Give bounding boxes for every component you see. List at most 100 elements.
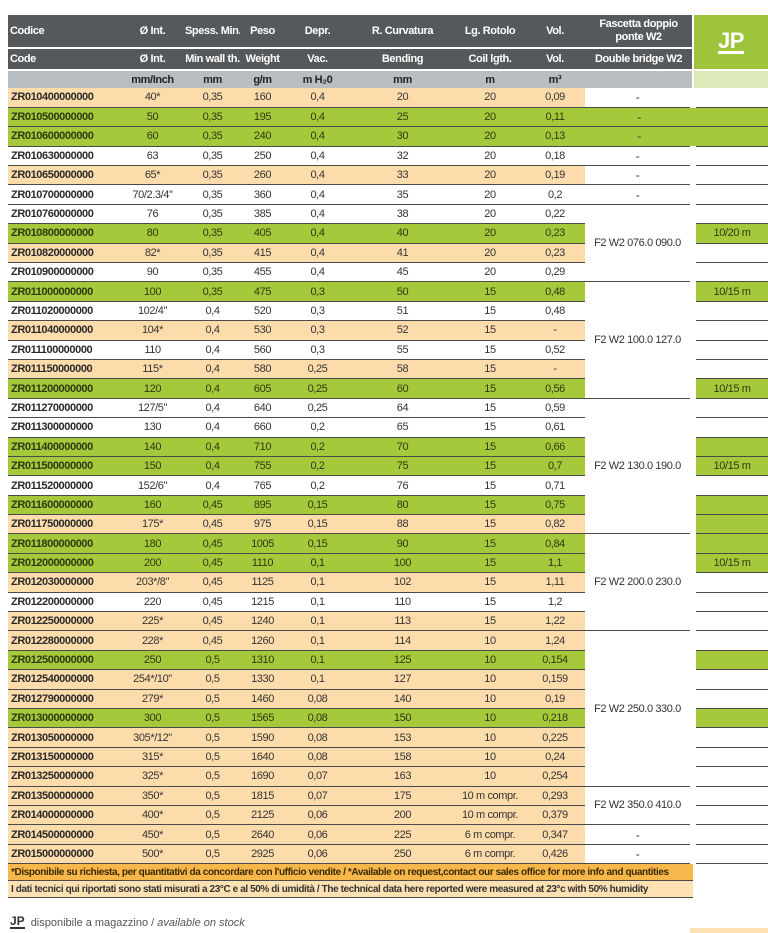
unit: m bbox=[455, 69, 525, 88]
cell-diameter: 102/4" bbox=[120, 301, 185, 322]
cell-jp-stock bbox=[690, 495, 768, 516]
cell-bending: 32 bbox=[350, 146, 455, 167]
cell-weight: 360 bbox=[240, 184, 285, 205]
cell-jp-stock: 10/15 m bbox=[690, 281, 768, 302]
cell-bending: 51 bbox=[350, 301, 455, 322]
cell-weight: 640 bbox=[240, 398, 285, 419]
cell-vacuum: 0,15 bbox=[285, 495, 350, 516]
col-header: Depr. bbox=[285, 15, 350, 48]
cell-code: ZR012790000000 bbox=[8, 689, 120, 710]
cell-code: ZR011100000000 bbox=[8, 340, 120, 360]
cell-diameter: 140 bbox=[120, 437, 185, 457]
cell-weight: 2640 bbox=[240, 824, 285, 845]
table-row: ZR011040000000 104* 0,4 530 0,3 52 15- bbox=[8, 320, 768, 341]
cell-weight: 1125 bbox=[240, 572, 285, 593]
cell-jp-stock bbox=[690, 533, 768, 554]
cell-volume: 0,19 bbox=[525, 165, 585, 186]
cell-code: ZR014500000000 bbox=[8, 824, 120, 845]
cell-code: ZR010800000000 bbox=[8, 223, 120, 244]
cell-vacuum: 0,07 bbox=[285, 766, 350, 787]
cell-code: ZR013500000000 bbox=[8, 786, 120, 806]
cell-coil: 10 bbox=[455, 747, 525, 768]
cell-volume: 0,19 bbox=[525, 689, 585, 710]
cell-volume: 0,18 bbox=[525, 146, 585, 167]
cell-weight: 895 bbox=[240, 495, 285, 516]
cell-diameter: 175* bbox=[120, 514, 185, 535]
cell-coil: 10 bbox=[455, 766, 525, 787]
unit: g/m bbox=[240, 69, 285, 88]
cell-coil: 15 bbox=[455, 437, 525, 457]
cell-wall: 0,45 bbox=[185, 533, 240, 554]
cell-weight: 710 bbox=[240, 437, 285, 457]
cell-bending: 125 bbox=[350, 650, 455, 671]
legend: JP disponibile a magazzino / available o… bbox=[10, 915, 245, 929]
cell-wall: 0,5 bbox=[185, 689, 240, 710]
cell-wall: 0,45 bbox=[185, 495, 240, 516]
cell-coil: 20 bbox=[455, 107, 525, 128]
unit bbox=[585, 69, 693, 88]
cell-bending: 30 bbox=[350, 126, 455, 147]
cell-volume: 0,13 bbox=[525, 126, 585, 147]
cell-vacuum: 0,1 bbox=[285, 553, 350, 574]
col-header: Vol. bbox=[525, 15, 585, 48]
cell-diameter: 279* bbox=[120, 689, 185, 710]
cell-bending: 38 bbox=[350, 204, 455, 225]
cell-volume: 0,218 bbox=[525, 708, 585, 729]
cell-bending: 76 bbox=[350, 475, 455, 496]
jp-logo: JP bbox=[692, 15, 768, 70]
cell-code: ZR012030000000 bbox=[8, 572, 120, 593]
cell-wall: 0,35 bbox=[185, 281, 240, 302]
col-header: Double bridge W2 bbox=[585, 47, 693, 70]
cell-weight: 1260 bbox=[240, 630, 285, 651]
cell-weight: 1110 bbox=[240, 553, 285, 574]
cell-diameter: 180 bbox=[120, 533, 185, 554]
cell-diameter: 228* bbox=[120, 630, 185, 651]
cell-wall: 0,5 bbox=[185, 824, 240, 845]
note-on-request: *Disponibile su richiesta, per quantitat… bbox=[8, 863, 693, 882]
cell-code: ZR011200000000 bbox=[8, 378, 120, 399]
col-header: Peso bbox=[240, 15, 285, 48]
cell-wall: 0,35 bbox=[185, 223, 240, 244]
cell-vacuum: 0,08 bbox=[285, 727, 350, 748]
cell-weight: 1310 bbox=[240, 650, 285, 671]
cell-weight: 475 bbox=[240, 281, 285, 302]
table-row: ZR010500000000 50 0,35 195 0,4 25 20 0,11- bbox=[8, 107, 768, 128]
cell-diameter: 200 bbox=[120, 553, 185, 574]
table-row: ZR012790000000 279* 0,5 1460 0,08 140 10 0,19 bbox=[8, 689, 768, 710]
note-spacer bbox=[693, 881, 768, 898]
table-row: ZR010800000000 80 0,35 405 0,4 40 20 0,23 10/20 … bbox=[8, 223, 768, 244]
cell-bending: 153 bbox=[350, 727, 455, 748]
cell-vacuum: 0,2 bbox=[285, 417, 350, 438]
cell-jp-stock bbox=[690, 824, 768, 845]
cell-code: ZR011600000000 bbox=[8, 495, 120, 516]
cell-jp-stock bbox=[690, 320, 768, 341]
table-row: ZR013000000000 300 0,5 1565 0,08 150 10 0,218 bbox=[8, 708, 768, 729]
cell-jp-stock bbox=[690, 417, 768, 438]
cell-bending: 41 bbox=[350, 243, 455, 264]
cell-diameter: 50 bbox=[120, 107, 185, 128]
cell-diameter: 450* bbox=[120, 824, 185, 845]
table-row: ZR011750000000 175* 0,45 975 0,15 88 15 0,82 bbox=[8, 514, 768, 535]
cell-code: ZR011270000000 bbox=[8, 398, 120, 419]
cell-vacuum: 0,4 bbox=[285, 88, 350, 108]
cell-weight: 1240 bbox=[240, 611, 285, 632]
cell-bending: 25 bbox=[350, 107, 455, 128]
table-row: ZR011000000000 100 0,35 475 0,3 50 15 0,48 F2 W2… bbox=[8, 281, 768, 399]
cell-coil: 15 bbox=[455, 378, 525, 399]
cell-bending: 225 bbox=[350, 824, 455, 845]
cell-jp-stock bbox=[690, 88, 768, 108]
cell-diameter: 254*/10" bbox=[120, 669, 185, 690]
cell-coil: 20 bbox=[455, 146, 525, 167]
cell-coil: 15 bbox=[455, 533, 525, 554]
cell-vacuum: 0,3 bbox=[285, 301, 350, 322]
cell-coil: 15 bbox=[455, 417, 525, 438]
cell-diameter: 305*/12" bbox=[120, 727, 185, 748]
cell-bending: 127 bbox=[350, 669, 455, 690]
cell-wall: 0,5 bbox=[185, 766, 240, 787]
cell-jp-stock bbox=[690, 650, 768, 671]
cell-code: ZR010500000000 bbox=[8, 107, 120, 128]
cell-jp-stock bbox=[690, 204, 768, 225]
cell-bending: 75 bbox=[350, 456, 455, 477]
cell-vacuum: 0,25 bbox=[285, 359, 350, 380]
cell-code: ZR012540000000 bbox=[8, 669, 120, 690]
